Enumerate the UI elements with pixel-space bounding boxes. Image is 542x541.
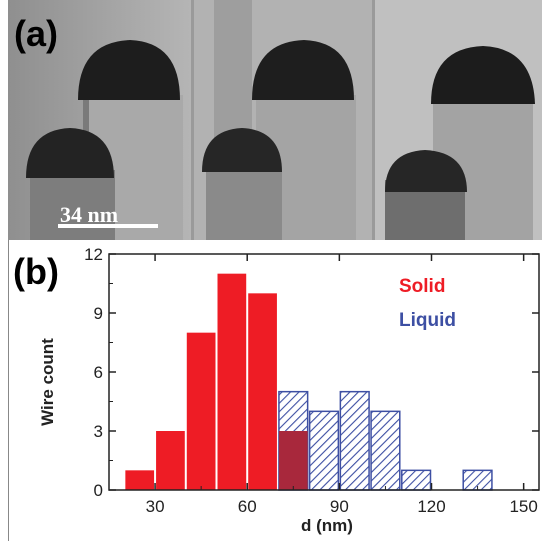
x-tick-label: 150: [509, 497, 537, 516]
scale-bar-label: 34 nm: [60, 202, 119, 227]
liquid-bar: [308, 410, 340, 491]
liquid-bar: [339, 390, 370, 491]
y-tick-label: 6: [94, 363, 103, 382]
liquid-bar: [370, 410, 401, 491]
y-tick-label: 3: [94, 422, 103, 441]
solid-bar: [125, 470, 155, 490]
x-tick-label: 120: [417, 497, 445, 516]
x-axis-label: d (nm): [301, 516, 353, 535]
legend-solid: Solid: [399, 276, 445, 297]
x-tick-label: 60: [238, 497, 257, 516]
solid-bar: [156, 431, 185, 490]
panel-a-label: (a): [14, 13, 58, 54]
liquid-bar: [401, 469, 432, 491]
y-tick-label: 9: [94, 304, 103, 323]
scale-bar: [58, 224, 158, 228]
y-axis-label: Wire count: [38, 338, 57, 426]
solid-bar: [186, 332, 216, 490]
y-tick-label: 12: [84, 245, 103, 264]
micrograph-1: [8, 0, 191, 240]
legend-liquid: Liquid: [399, 310, 456, 331]
solid-bar: [278, 431, 308, 490]
micrograph-panel: (a) 34 nm: [8, 0, 542, 240]
x-tick-label: 30: [146, 497, 165, 516]
histogram-chart: 0 3 6 9 12 30 60 90 120 150 Solid Liquid d (nm) W…: [38, 245, 540, 535]
y-tick-label: 0: [94, 481, 103, 500]
panel-b-label: (b): [13, 251, 59, 292]
x-tick-label: 90: [330, 497, 349, 516]
solid-bar: [217, 273, 247, 490]
micrograph-2: [194, 0, 372, 240]
micrograph-3: [375, 0, 542, 240]
solid-bar: [248, 293, 277, 490]
histogram-panel: 0 3 6 9 12 30 60 90 120 150 Solid Liquid d (nm) W…: [8, 240, 542, 541]
